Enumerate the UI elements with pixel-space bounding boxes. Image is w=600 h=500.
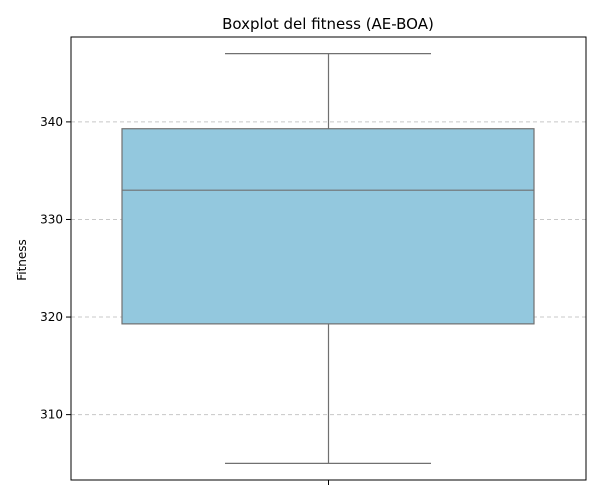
y-tick-label: 310	[40, 408, 63, 422]
y-tick-label: 340	[40, 115, 63, 129]
chart-title: Boxplot del fitness (AE-BOA)	[222, 15, 434, 33]
y-tick-label: 330	[40, 212, 63, 226]
box-iqr	[121, 128, 535, 325]
y-tick-label: 320	[40, 310, 63, 324]
y-axis-ticks: 310 320 330 340	[40, 115, 71, 422]
y-axis-label: Fitness	[15, 239, 29, 281]
box-group	[121, 52, 535, 465]
